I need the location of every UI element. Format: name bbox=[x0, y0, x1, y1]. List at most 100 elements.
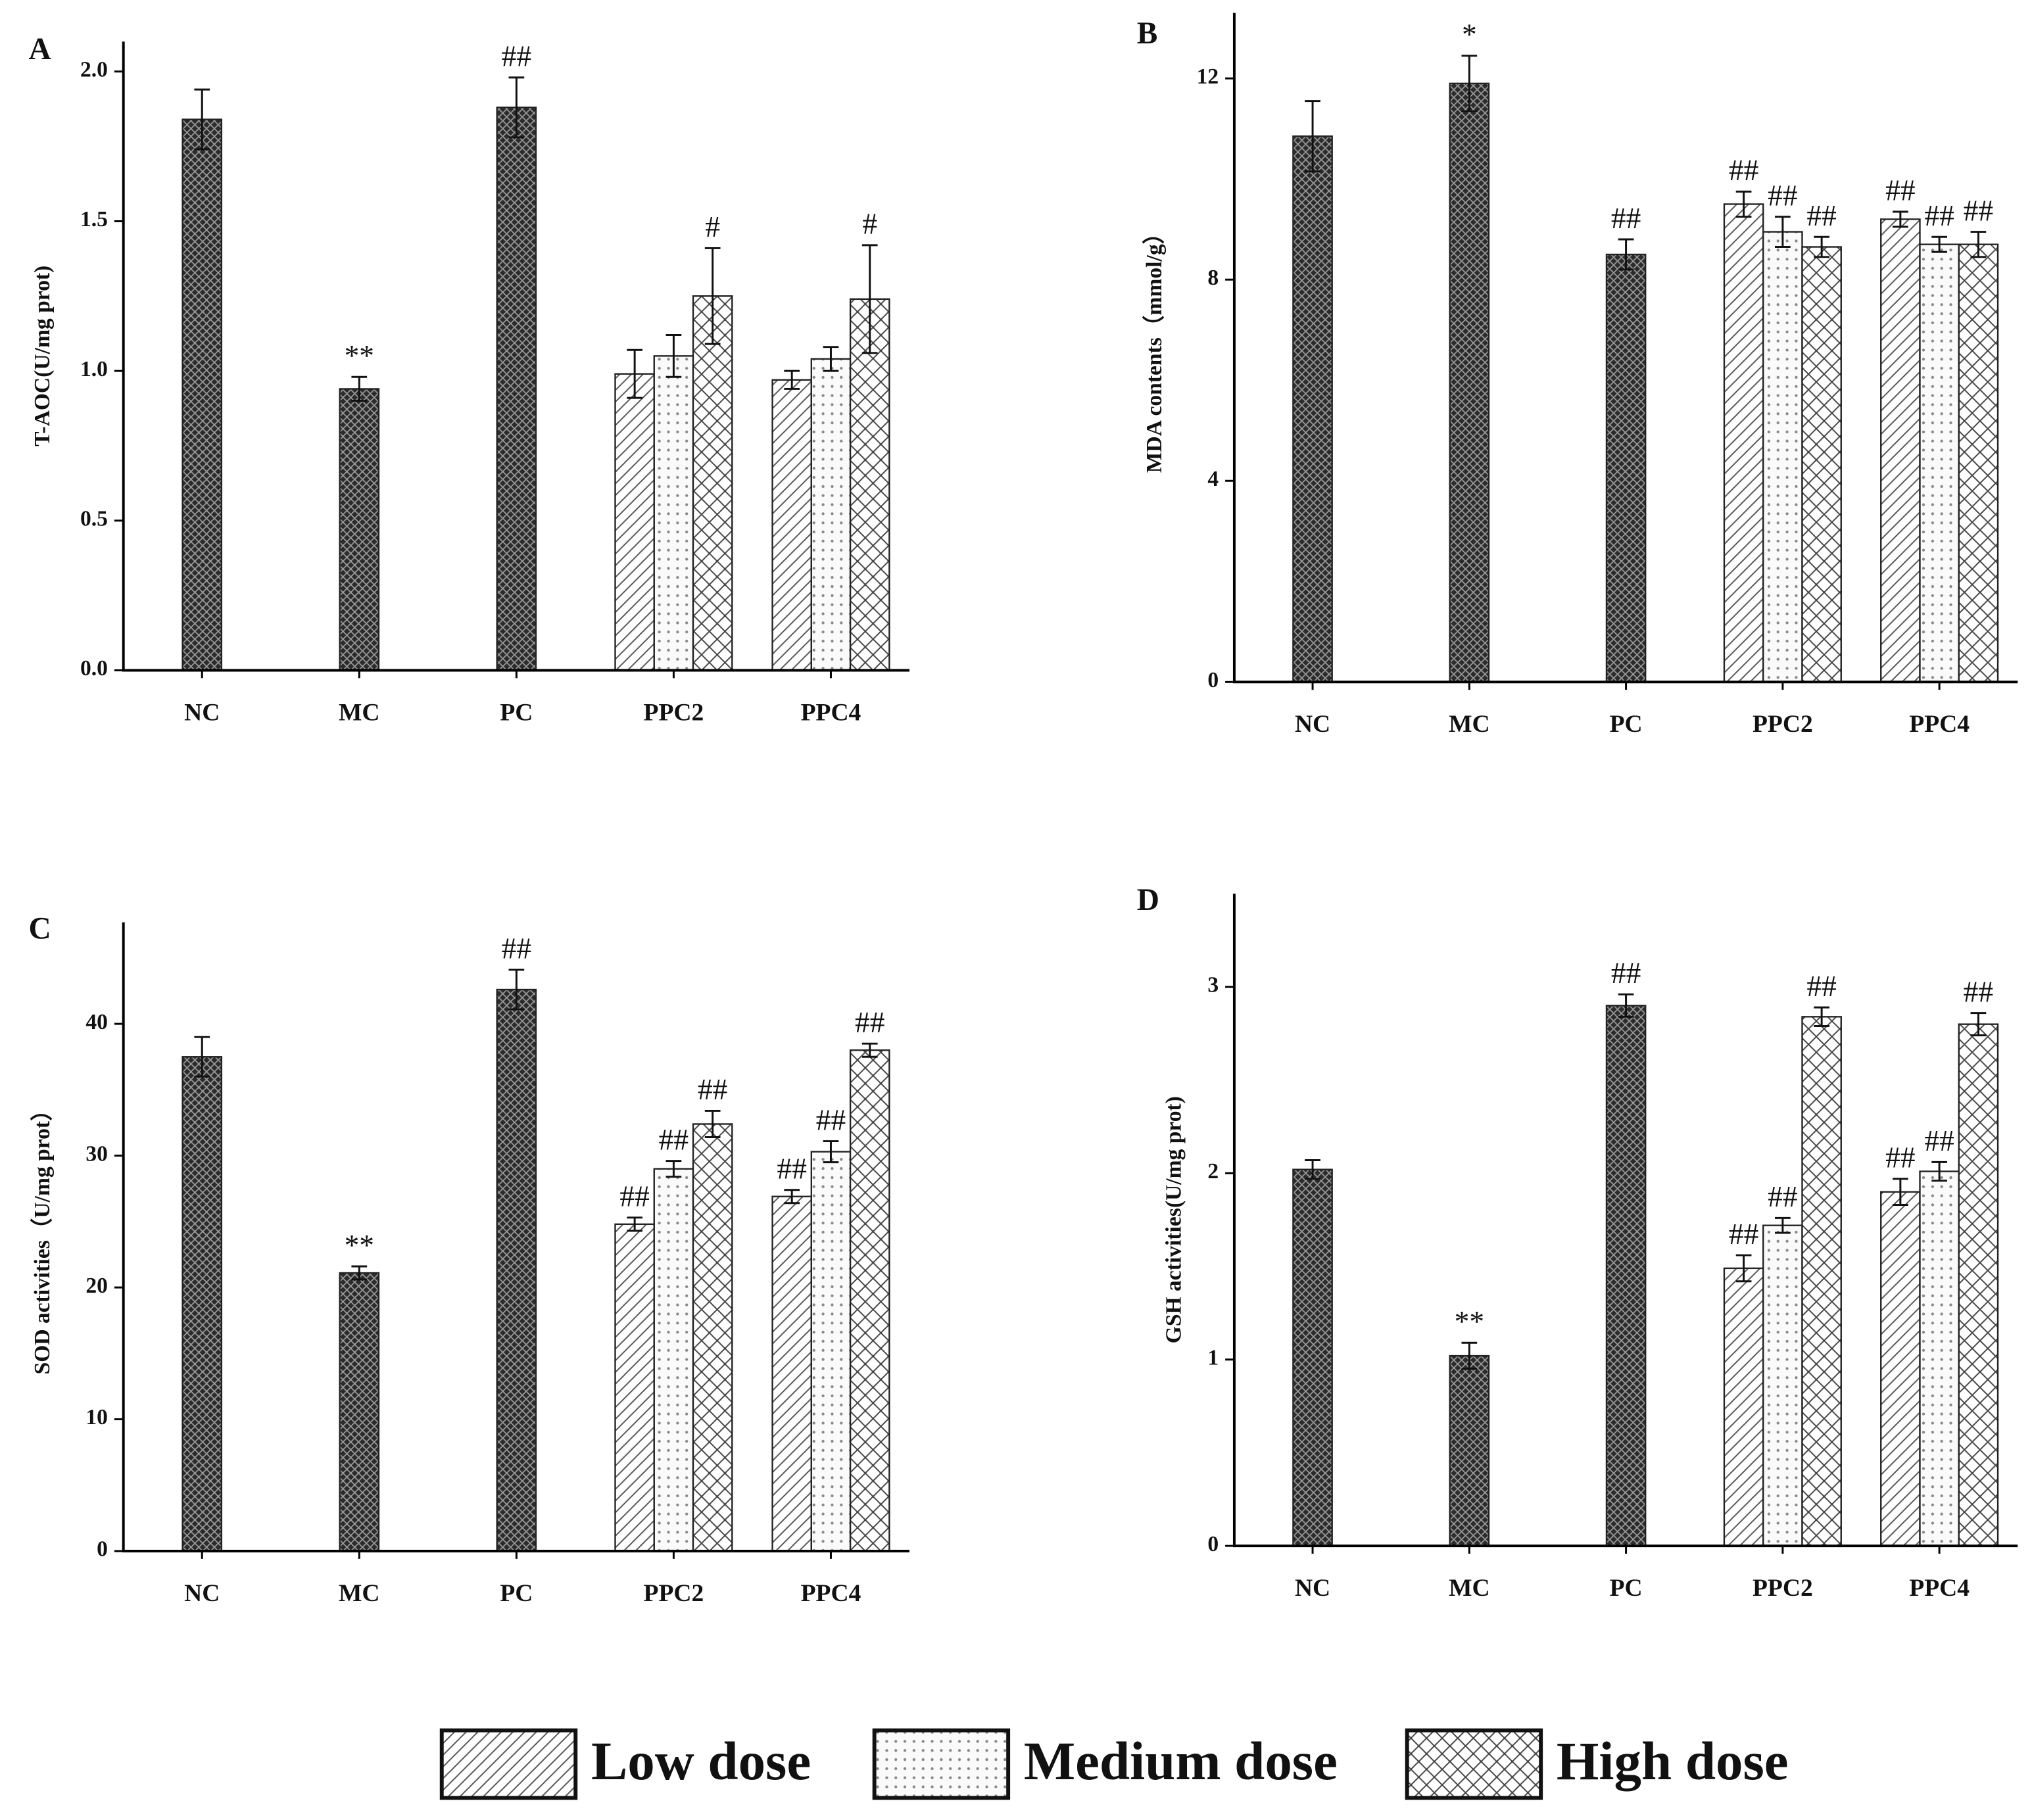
y-tick-label: 30 bbox=[85, 1141, 108, 1166]
bar bbox=[339, 1272, 380, 1552]
significance-label: ## bbox=[502, 40, 531, 73]
bar bbox=[849, 298, 890, 671]
bar bbox=[1723, 203, 1764, 683]
bar bbox=[1801, 1016, 1842, 1547]
legend-swatch bbox=[1405, 1728, 1543, 1800]
bar bbox=[849, 1049, 890, 1552]
x-tick-label: PPC4 bbox=[801, 1580, 861, 1607]
axes bbox=[1232, 894, 2018, 1548]
error-bar bbox=[1931, 1161, 1947, 1182]
y-axis-label: SOD activities（U/mg prot） bbox=[30, 1099, 55, 1374]
error-bar bbox=[823, 1140, 839, 1164]
error-bar bbox=[508, 76, 525, 139]
x-tick-label: NC bbox=[184, 1580, 220, 1607]
error-bar bbox=[1305, 100, 1320, 173]
error-bar bbox=[194, 88, 210, 151]
bar bbox=[1919, 243, 1960, 683]
y-tick-label: 8 bbox=[1207, 266, 1219, 290]
x-tick-label: PC bbox=[500, 1580, 533, 1607]
bar bbox=[653, 355, 694, 671]
bar bbox=[181, 118, 223, 671]
bar bbox=[810, 358, 852, 671]
x-tick-label: MC bbox=[339, 1580, 380, 1607]
y-tick-label: 2 bbox=[1207, 1159, 1219, 1184]
bar bbox=[1958, 1023, 1999, 1547]
significance-label: ## bbox=[1924, 199, 1954, 232]
panel-label: A bbox=[28, 32, 51, 66]
y-tick-label: 0.5 bbox=[80, 507, 108, 531]
bar bbox=[1880, 218, 1921, 683]
bar bbox=[1605, 1005, 1647, 1547]
bar bbox=[1762, 1224, 1803, 1547]
error-bar bbox=[665, 334, 682, 378]
significance-label: * bbox=[1462, 18, 1477, 51]
y-tick-label: 0.0 bbox=[80, 656, 108, 681]
bar bbox=[692, 295, 733, 671]
x-tick-label: PPC4 bbox=[1909, 1575, 1970, 1602]
y-tick-label: 4 bbox=[1207, 467, 1219, 491]
significance-label: ## bbox=[502, 932, 531, 965]
x-tick-label: PPC2 bbox=[644, 1580, 704, 1607]
error-bar bbox=[351, 375, 368, 402]
error-bar bbox=[1970, 231, 1987, 258]
significance-label: ## bbox=[855, 1006, 884, 1039]
significance-label: ** bbox=[345, 339, 374, 372]
error-bar bbox=[1814, 1006, 1829, 1027]
error-bar bbox=[627, 1216, 642, 1232]
x-tick-label: PPC2 bbox=[644, 699, 704, 726]
y-axis-label: GSH activities(U/mg prot) bbox=[1162, 1096, 1186, 1343]
bar bbox=[771, 1195, 813, 1552]
x-tick-label: PPC4 bbox=[1909, 711, 1970, 738]
bar bbox=[653, 1168, 694, 1552]
significance-label: ** bbox=[345, 1229, 374, 1262]
axes bbox=[122, 41, 909, 672]
x-tick-label: NC bbox=[184, 699, 220, 726]
error-bar bbox=[1970, 1012, 1987, 1037]
significance-label: ## bbox=[1768, 179, 1797, 212]
significance-label: ## bbox=[1806, 970, 1836, 1003]
error-bar bbox=[1735, 190, 1752, 218]
significance-label: ## bbox=[1729, 154, 1758, 187]
legend-swatch bbox=[439, 1728, 578, 1800]
panel-label: C bbox=[28, 911, 51, 946]
bar bbox=[1958, 243, 1999, 683]
x-tick-label: PPC2 bbox=[1753, 711, 1813, 738]
x-tick-label: PPC2 bbox=[1753, 1575, 1813, 1602]
y-tick-label: 1.0 bbox=[80, 357, 108, 381]
x-tick-label: PC bbox=[500, 699, 533, 726]
significance-label: ## bbox=[1729, 1218, 1758, 1251]
bar bbox=[614, 373, 655, 671]
axes bbox=[122, 922, 909, 1552]
y-tick-label: 1 bbox=[1207, 1345, 1219, 1370]
bar bbox=[1919, 1170, 1960, 1547]
error-bar bbox=[1893, 210, 1908, 228]
bar bbox=[1449, 82, 1490, 683]
error-bar bbox=[861, 1042, 878, 1058]
significance-label: ## bbox=[1806, 199, 1836, 232]
significance-label: ## bbox=[777, 1152, 806, 1185]
bar bbox=[692, 1123, 733, 1552]
error-bar bbox=[1461, 1341, 1478, 1370]
significance-label: ## bbox=[1885, 1141, 1915, 1174]
y-axis-label: T-AOC(U/mg prot) bbox=[30, 266, 55, 446]
error-bar bbox=[1618, 993, 1634, 1018]
error-bar bbox=[1461, 55, 1478, 112]
y-tick-label: 40 bbox=[85, 1010, 108, 1034]
error-bar bbox=[704, 1109, 721, 1139]
error-bar bbox=[704, 247, 721, 345]
y-tick-label: 12 bbox=[1197, 64, 1219, 89]
error-bar bbox=[665, 1160, 682, 1178]
bar bbox=[1292, 135, 1333, 683]
significance-label: ## bbox=[1924, 1124, 1954, 1157]
error-bar bbox=[861, 244, 878, 354]
y-tick-label: 2.0 bbox=[80, 57, 108, 82]
bar bbox=[614, 1223, 655, 1552]
error-bar bbox=[194, 1036, 210, 1078]
y-tick-label: 0 bbox=[1207, 668, 1219, 692]
error-bar bbox=[1305, 1159, 1320, 1180]
significance-label: ## bbox=[816, 1103, 846, 1136]
error-bar bbox=[351, 1265, 368, 1281]
significance-label: ## bbox=[1964, 975, 1993, 1008]
y-tick-label: 0 bbox=[1207, 1532, 1219, 1556]
